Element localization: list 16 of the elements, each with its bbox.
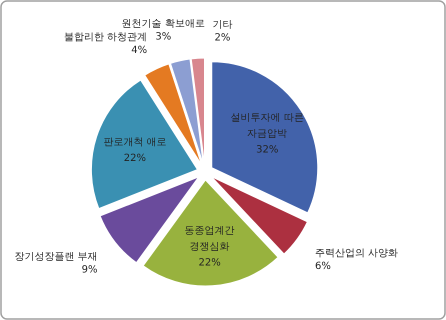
data-label: 6% [315,260,331,272]
slice-label: 장기성장플랜 부재 [14,251,98,262]
data-label: 3% [155,31,172,42]
slice-label: 동종업계간 경쟁심화 [184,226,235,253]
slice-label: 설비투자에 따른 자금압박 [230,112,304,140]
data-label: 22% [198,258,221,269]
slice-label: 원천기술 확보애로 [122,18,205,30]
data-label: 9% [82,264,98,276]
slice-label: 판로개척 애로 [103,137,166,148]
data-label: 2% [214,32,230,44]
slice-label: 기타 [212,19,232,30]
data-label: 4% [131,44,148,56]
slice-label: 불합리한 하청관계 [64,32,148,43]
data-label: 22% [124,153,146,164]
slice-label: 주력산업의 사양화 [315,248,398,259]
data-label: 32% [256,144,278,156]
